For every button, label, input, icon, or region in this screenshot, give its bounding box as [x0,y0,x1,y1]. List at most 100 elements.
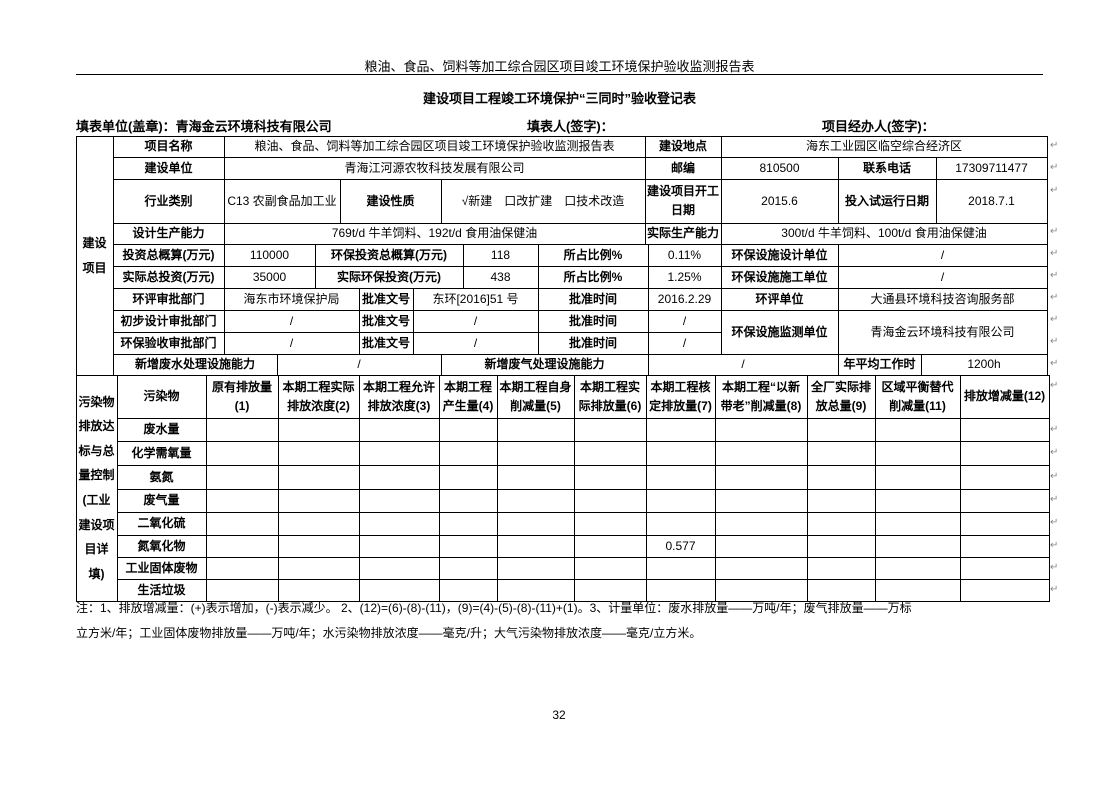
paragraph-mark-icon: ↵ [1050,494,1059,505]
project-manager-signature: 项目经办人(签字)： [822,119,935,134]
cell-text: 批准时间 [568,335,617,350]
header-divider [76,74,1043,75]
field-value: 769t/d 牛羊饲料、192t/d 食用油保健油 [223,222,646,245]
table-cell [959,417,1050,442]
field-value: 青海金云环境科技有限公司 [837,309,1048,355]
cell-text: 35000 [252,269,287,284]
cell-text: 本期工程自身削减量(5) [499,379,572,413]
field-value: / [647,309,722,333]
paragraph-mark-icon: ↵ [1050,226,1059,237]
field-value: 810500 [720,156,839,180]
table-cell [438,488,498,513]
cell-text: 本期工程“以新带老”削减量(8) [720,379,802,413]
field-label: 建设地点 [644,135,722,158]
column-header: 排放增减量(12) [959,374,1050,419]
cell-text: 化学需氧量 [131,445,192,460]
note-line-1: 注：1、排放增减量：(+)表示增加，(-)表示减少。 2、(12)=(6)-(8… [76,601,912,615]
cell-text: 生活垃圾 [137,582,186,597]
cell-text: / [473,313,478,328]
cell-text: 环评单位 [755,291,804,306]
table-cell [358,488,440,513]
table-cell [358,440,440,466]
field-label: 批准文号 [358,331,414,355]
cell-text: 环保投资总概算(万元) [331,247,447,262]
field-value: 粮油、食品、饲料等加工综合园区项目竣工环境保护验收监测报告表 [223,135,646,158]
cell-text: 所占比例% [563,247,623,262]
column-header: 原有排放量(1) [205,374,279,419]
cell-text: / [289,335,294,350]
cell-text: 实际环保投资(万元) [337,269,441,284]
field-value: / [647,331,722,355]
table-cell [714,464,808,490]
column-header: 本期工程实际排放浓度(2) [277,374,360,419]
field-value: 300t/d 牛羊饲料、100t/d 食用油保健油 [720,222,1048,245]
table-cell [205,464,279,490]
column-header: 本期工程自身削减量(5) [496,374,575,419]
cell-text: 110000 [249,247,290,262]
table-cell [714,488,808,513]
field-value: / [412,309,539,333]
table-cell [874,440,961,466]
cell-text: 批准时间 [568,313,617,328]
field-label: 实际生产能力 [644,222,722,245]
cell-text: 青海江河源农牧科技发展有限公司 [344,160,525,175]
cell-text: 1200h [967,357,1001,372]
table-cell [573,440,647,466]
table-cell [874,556,961,580]
cell-text: 2015.6 [761,193,798,208]
field-value: 1200h [920,353,1048,376]
table-cell [277,464,360,490]
paragraph-mark-icon: ↵ [1050,314,1059,325]
table-cell [874,464,961,490]
field-label: 新增废气处理设施能力 [440,353,649,376]
cell-text: 本期工程产生量(4) [442,379,494,413]
table-cell [205,534,279,558]
cell-text: 建设性质 [366,193,415,208]
table-cell [573,511,647,536]
table-cell [645,464,716,490]
field-label: 投入试运行日期 [837,178,937,224]
table-cell [496,556,575,580]
cell-text: 建设地点 [658,139,707,154]
table-cell [959,511,1050,536]
field-value: 海东工业园区临空综合经济区 [720,135,1048,158]
paragraph-mark-icon: ↵ [1050,248,1059,259]
paragraph-mark-icon: ↵ [1050,185,1059,196]
table-cell [277,534,360,558]
cell-text: 初步设计审批部门 [120,313,217,328]
field-label: 批准文号 [358,309,414,333]
pollutant-label: 氨氮 [116,464,207,490]
pollutant-label: 废水量 [116,417,207,442]
cell-text: 废水量 [143,422,180,437]
cell-text: 排放增减量(12) [963,389,1046,404]
paragraph-mark-icon: ↵ [1050,162,1059,173]
paragraph-mark-icon: ↵ [1050,540,1059,551]
field-label: 批准文号 [358,287,414,311]
paragraph-mark-icon: ↵ [1050,562,1059,573]
cell-text: 建设项目 [82,235,107,275]
column-header: 本期工程产生量(4) [438,374,498,419]
section-label-project: 建设项目 [75,135,114,376]
table-cell [496,417,575,442]
field-label: 环评审批部门 [112,287,225,311]
table-cell [205,488,279,513]
table-cell [645,440,716,466]
table-cell [438,556,498,580]
cell-text: 批准文号 [361,291,410,306]
cell-text: 2016.2.29 [657,291,712,306]
field-value: / [837,243,1048,267]
cell-text: / [473,335,478,350]
paragraph-mark-icon: ↵ [1050,471,1059,482]
paragraph-mark-icon: ↵ [1050,358,1059,369]
cell-text: 氨氮 [149,469,174,484]
field-value: 1.25% [647,265,722,289]
cell-text: 二氧化硫 [137,516,186,531]
cell-text: 批准文号 [361,313,410,328]
field-value: 海东市环境保护局 [223,287,360,311]
cell-text: 污染物 [143,389,180,404]
cell-text: 本期工程实际排放量(6) [578,379,642,413]
cell-text: 投资总概算(万元) [122,247,215,262]
table-cell [496,511,575,536]
table-cell [959,440,1050,466]
cell-text: 行业类别 [144,193,193,208]
